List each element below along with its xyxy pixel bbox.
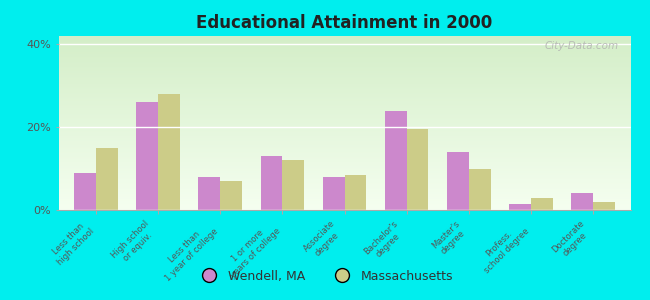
Bar [509,204,531,210]
Bar [447,152,469,210]
Bar [96,148,118,210]
Bar [323,177,345,210]
Bar [407,129,428,210]
Bar [136,102,158,210]
Bar [571,194,593,210]
Bar [531,198,552,210]
Bar [469,169,491,210]
Bar [282,160,304,210]
Bar [593,202,615,210]
Bar [261,156,282,210]
Bar [158,94,180,210]
Bar [198,177,220,210]
Bar [344,175,366,210]
Title: Educational Attainment in 2000: Educational Attainment in 2000 [196,14,493,32]
Bar [220,181,242,210]
Legend: Wendell, MA, Massachusetts: Wendell, MA, Massachusetts [191,265,459,288]
Bar [385,111,407,210]
Bar [74,173,96,210]
Text: City-Data.com: City-Data.com [545,41,619,51]
